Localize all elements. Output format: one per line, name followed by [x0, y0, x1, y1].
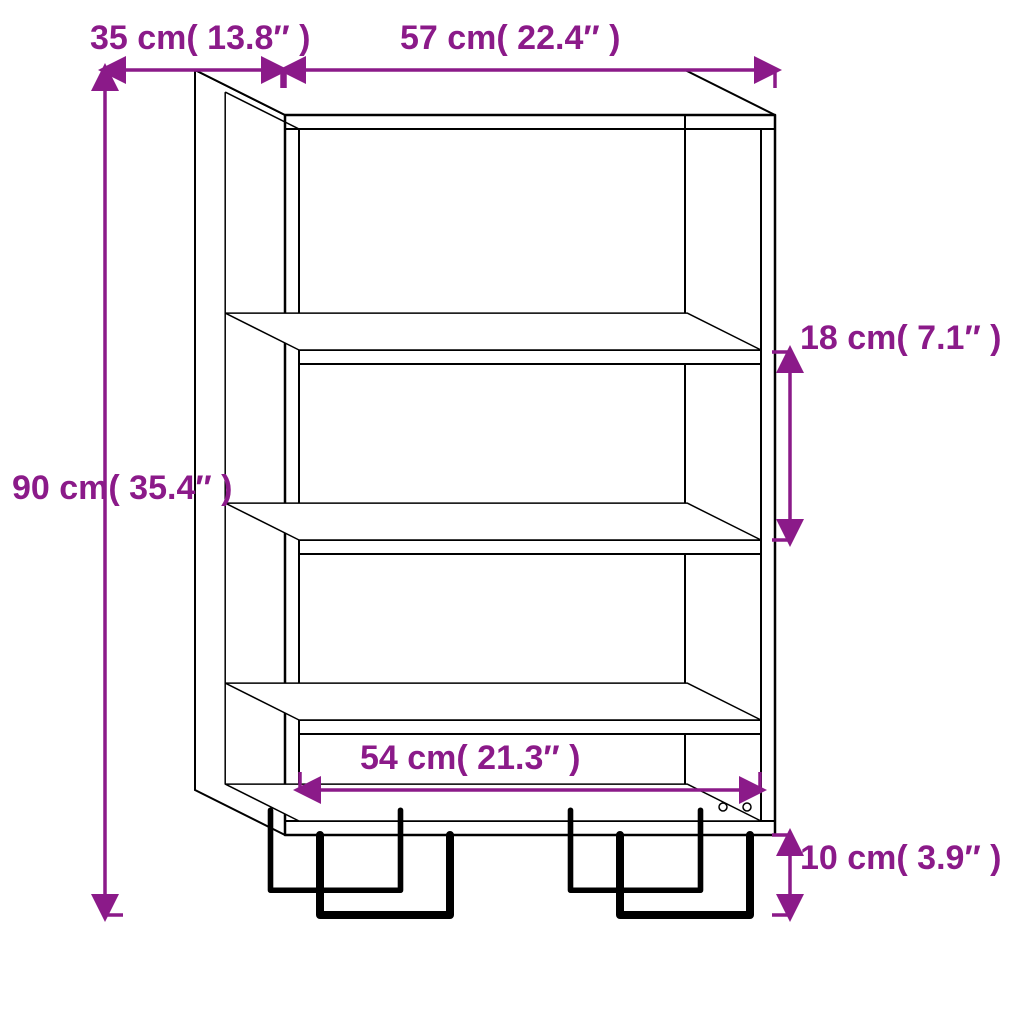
dim-shelf-gap-label: 18 cm( 7.1″ ) — [800, 320, 1002, 357]
dim-inner-width-label: 54 cm( 21.3″ ) — [360, 740, 580, 777]
dim-depth-label: 35 cm( 13.8″ ) — [90, 20, 310, 57]
diagram-stage: { "canvas": { "w": 1024, "h": 1024, "bac… — [0, 0, 1024, 1024]
dim-leg-height-label: 10 cm( 3.9″ ) — [800, 840, 1002, 877]
dim-width-label: 57 cm( 22.4″ ) — [400, 20, 620, 57]
dim-height-label: 90 cm( 35.4″ ) — [12, 470, 232, 507]
